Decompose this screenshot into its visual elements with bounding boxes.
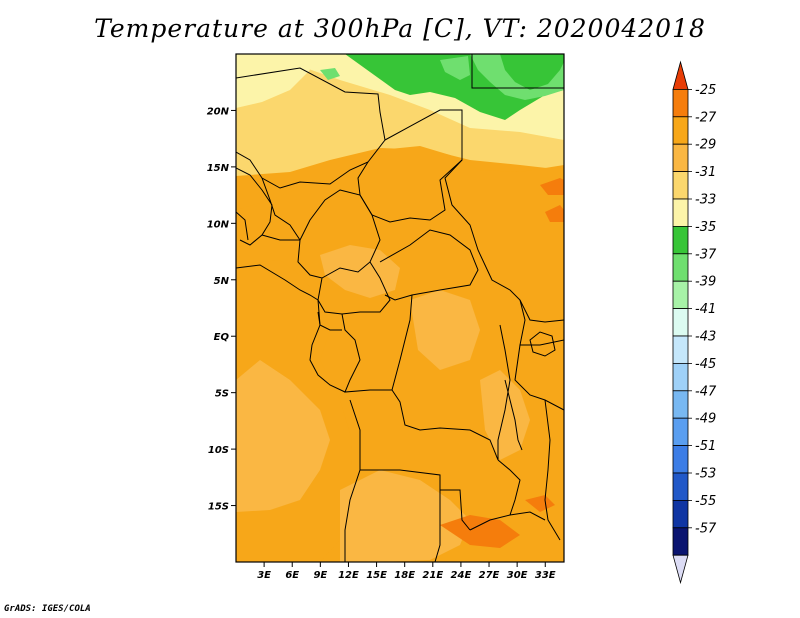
field-cool-kalahari bbox=[340, 470, 470, 562]
colorbar-swatch bbox=[672, 445, 689, 474]
border-west-africa bbox=[236, 167, 301, 246]
field-warm-27a bbox=[540, 178, 564, 195]
colorbar-label: -27 bbox=[695, 110, 717, 125]
colorbar-label: -31 bbox=[695, 165, 716, 180]
lon-tick-label: 12E bbox=[338, 570, 359, 581]
border-algeria-mali bbox=[236, 67, 386, 189]
colorbar-swatch bbox=[672, 143, 689, 172]
field-cool-south bbox=[236, 360, 330, 512]
colorbar-swatch bbox=[672, 527, 689, 556]
field-cool-east bbox=[410, 290, 480, 370]
lat-tick-label: 5N bbox=[214, 276, 230, 287]
border-angola-zambia bbox=[344, 399, 471, 562]
colorbar-label: -39 bbox=[695, 275, 716, 290]
map-title: Temperature at 300hPa [C], VT: 202004201… bbox=[94, 14, 706, 43]
colorbar-swatch bbox=[672, 116, 689, 145]
colorbar-label: -33 bbox=[695, 193, 716, 208]
colorbar-label: -53 bbox=[695, 467, 716, 482]
field-warm-27c bbox=[440, 515, 520, 548]
field-patch-west-sahel bbox=[236, 54, 310, 108]
lon-tick-label: 21E bbox=[422, 570, 443, 581]
lat-tick-label: 15S bbox=[208, 502, 229, 513]
lat-tick-label: 5S bbox=[215, 389, 229, 400]
lon-tick-label: 9E bbox=[313, 570, 327, 581]
lon-tick-label: 15E bbox=[366, 570, 387, 581]
colorbar-label: -47 bbox=[695, 384, 717, 399]
lon-tick-label: 24E bbox=[451, 570, 472, 581]
field-cold-39c bbox=[320, 68, 340, 80]
colorbar-arrow-bottom bbox=[672, 554, 689, 585]
lon-tick-label: 6E bbox=[285, 570, 299, 581]
longitude-axis: 3E 6E 9E 12E 15E 18E 21E 24E 27E 30E 33E bbox=[257, 562, 556, 581]
field-warm-27d bbox=[525, 495, 555, 512]
colorbar-label: -57 bbox=[695, 521, 717, 536]
colorbar-label: -45 bbox=[695, 357, 716, 372]
border-east-africa bbox=[514, 299, 564, 411]
map-frame bbox=[235, 53, 565, 563]
lon-tick-label: 3E bbox=[257, 570, 271, 581]
field-warm-27b bbox=[545, 205, 564, 222]
colorbar-arrow-top bbox=[672, 60, 689, 90]
field-cold-37 bbox=[345, 54, 564, 120]
lon-tick-label: 18E bbox=[394, 570, 415, 581]
lon-tick-label: 33E bbox=[535, 570, 556, 581]
border-libya-egypt bbox=[471, 54, 564, 89]
colorbar-label: -43 bbox=[695, 330, 716, 345]
colorbar-swatch bbox=[672, 253, 689, 282]
latitude-axis: 20N 15N 10N 5N EQ 5S 10S 15S bbox=[207, 106, 236, 513]
coast-west bbox=[236, 264, 346, 393]
lat-tick-label: EQ bbox=[214, 332, 230, 343]
lat-tick-label: 15N bbox=[207, 163, 230, 174]
colorbar-label: -49 bbox=[695, 412, 716, 427]
credit-text: GrADS: IGES/COLA bbox=[4, 604, 91, 614]
temperature-field bbox=[236, 54, 564, 562]
colorbar-swatch bbox=[672, 171, 689, 200]
colorbar-swatch bbox=[672, 390, 689, 419]
colorbar-swatch bbox=[672, 335, 689, 364]
colorbar-label: -29 bbox=[695, 138, 716, 153]
colorbar-swatch bbox=[672, 280, 689, 310]
colorbar-label: -25 bbox=[695, 83, 716, 98]
border-southern bbox=[469, 399, 561, 541]
colorbar-swatch bbox=[672, 89, 689, 118]
colorbar-label: -41 bbox=[695, 302, 716, 317]
lake-tanganyika bbox=[504, 379, 523, 451]
border-car bbox=[379, 229, 479, 301]
lon-tick-label: 30E bbox=[507, 570, 528, 581]
colorbar-swatch bbox=[672, 362, 689, 392]
colorbar-label: -51 bbox=[695, 439, 716, 454]
colorbar-swatch bbox=[672, 198, 689, 227]
field-cool-central bbox=[320, 245, 400, 298]
colorbar: -25 -27 -29 -31 -33 -35 -37 -39 -41 -43 -45 -47 -49 -… bbox=[672, 60, 717, 585]
lat-tick-label: 10N bbox=[207, 219, 230, 230]
colorbar-swatch bbox=[672, 472, 689, 501]
lon-tick-label: 27E bbox=[479, 570, 500, 581]
border-cameroon bbox=[317, 261, 391, 315]
colorbar-swatch bbox=[672, 308, 689, 337]
lake-victoria bbox=[529, 331, 556, 357]
colorbar-swatch bbox=[672, 417, 689, 447]
country-borders bbox=[236, 54, 564, 562]
colorbar-label: -55 bbox=[695, 494, 716, 509]
border-chad-sudan bbox=[444, 110, 564, 323]
colorbar-swatch bbox=[672, 499, 689, 529]
colorbar-swatch bbox=[672, 225, 689, 255]
border-drc-east bbox=[391, 294, 511, 460]
field-cold-39b bbox=[440, 56, 470, 80]
border-nigeria bbox=[297, 189, 381, 279]
lat-tick-label: 20N bbox=[207, 106, 230, 117]
colorbar-label: -37 bbox=[695, 247, 717, 262]
lat-tick-label: 10S bbox=[208, 445, 229, 456]
colorbar-label: -35 bbox=[695, 220, 716, 235]
